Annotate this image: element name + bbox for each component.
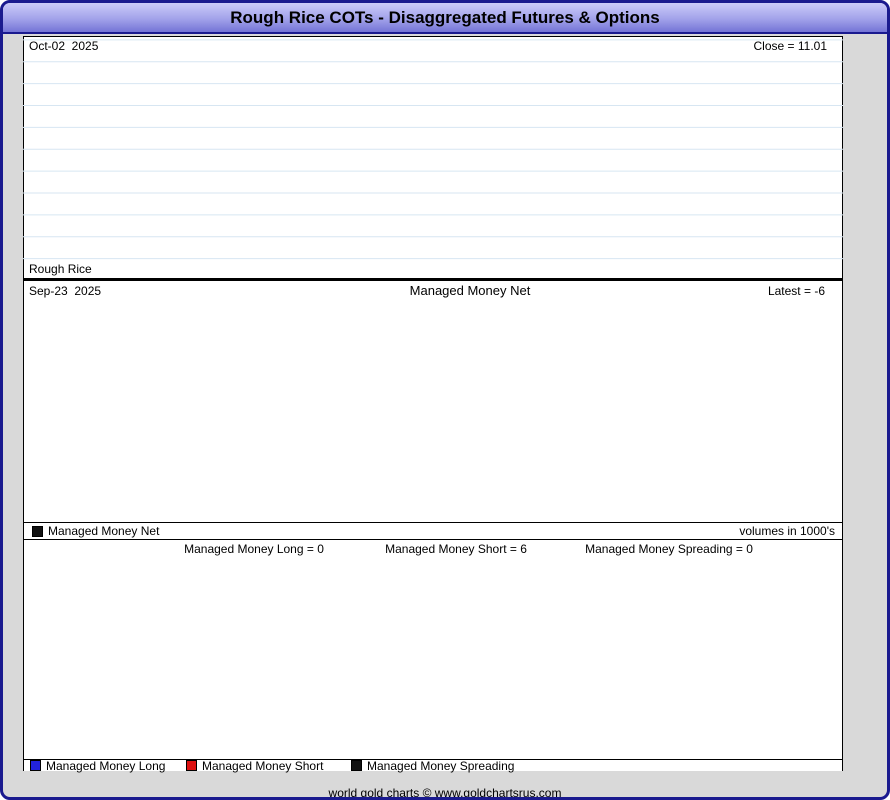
net-legend-strip: Managed Money Net: [24, 522, 842, 539]
volume-stats-row: Managed Money Long = 0 Managed Money Sho…: [24, 542, 842, 556]
net-latest-label: Latest = -6: [767, 284, 825, 298]
legend-item-short: Managed Money Short: [186, 759, 331, 773]
stat-short: Managed Money Short = 6: [385, 542, 527, 556]
short-legend-label: Managed Money Short: [202, 758, 324, 773]
spread-legend-swatch: [351, 760, 362, 771]
stat-long: Managed Money Long = 0: [184, 542, 324, 556]
plot-frame: [23, 36, 843, 771]
price-close-label: Close = 11.01: [753, 39, 828, 53]
chart-title: Rough Rice COTs - Disaggregated Futures …: [230, 7, 660, 27]
panel-separator-1: [23, 278, 843, 281]
net-legend-label: Managed Money Net: [48, 524, 160, 538]
stat-spread: Managed Money Spreading = 0: [585, 542, 753, 556]
short-legend-swatch: [186, 760, 197, 771]
net-date-label: Sep-23 2025: [29, 284, 102, 298]
title-bar: Rough Rice COTs - Disaggregated Futures …: [3, 3, 887, 34]
net-legend-swatch: [32, 525, 43, 537]
instrument-label: Rough Rice: [29, 262, 92, 276]
legend-item-long: Managed Money Long: [30, 759, 170, 773]
net-legend-item: Managed Money Net: [32, 524, 159, 538]
volumes-note: volumes in 1000's: [739, 524, 835, 538]
long-legend-label: Managed Money Long: [46, 758, 166, 773]
chart-area: Oct-02 2025 Close = 11.01 Rough Rice Sep…: [3, 34, 887, 800]
price-date-label: Oct-02 2025: [29, 39, 99, 53]
legend-item-spread: Managed Money Spreading: [351, 759, 514, 773]
net-panel-title: Managed Money Net: [409, 283, 531, 298]
long-legend-swatch: [30, 760, 41, 771]
spread-legend-label: Managed Money Spreading: [367, 758, 515, 773]
footer-credit: world gold charts © www.goldchartsrus.co…: [328, 786, 562, 800]
volumes-legend-strip: Managed Money Long Managed Money Short M…: [24, 759, 842, 773]
